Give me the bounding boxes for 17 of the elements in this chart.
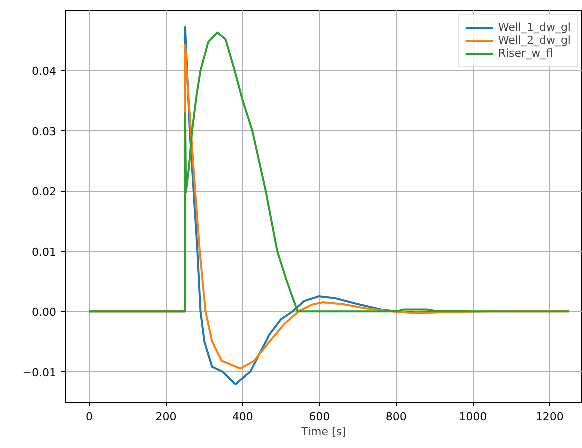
y-tick-label: 0.04 [32,65,57,78]
x-tick-label: 800 [386,410,407,424]
x-tick-label: 1200 [536,410,564,424]
y-tick-label: −0.01 [22,366,57,380]
y-tick-label: 0.03 [32,125,57,138]
y-tick-label: 0.01 [32,246,57,259]
x-axis-title: Time [s] [300,426,346,438]
x-tick-label: 200 [156,410,177,424]
y-tick-label: 0.00 [32,306,57,320]
x-tick-label: 400 [232,410,254,424]
y-tick-label: 0.02 [32,186,57,199]
x-tick-label: 1000 [459,410,488,424]
x-tick-label: 0 [86,410,93,424]
x-tick-label: 600 [309,410,330,424]
legend-label: Well_2_dw_gl [498,34,571,47]
legend-label: Well_1_dw_gl [498,21,571,34]
legend-label: Riser_w_fl [498,47,554,60]
